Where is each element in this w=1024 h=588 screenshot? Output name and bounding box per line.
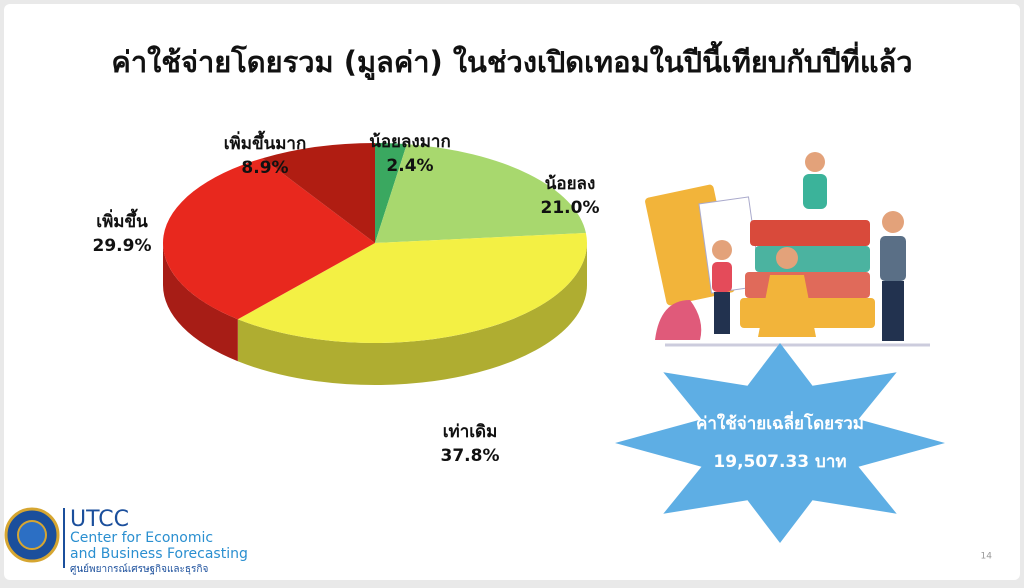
slice-value-label: 29.9% — [93, 236, 152, 256]
slice-label: เพิ่มขึ้น — [96, 208, 148, 232]
slice-side — [163, 243, 238, 362]
pie-slice — [262, 143, 375, 243]
pie-slice — [375, 144, 586, 243]
logo-name: UTCC — [70, 507, 129, 532]
callout-star — [615, 343, 945, 543]
slice-value-label: 21.0% — [541, 198, 600, 218]
chart-title: ค่าใช้จ่ายโดยรวม (มูลค่า) ในช่วงเปิดเทอม… — [111, 40, 912, 80]
pie-slice — [162, 158, 375, 320]
slice-label: น้อยลง — [545, 174, 596, 194]
slice-label: น้อยลงมาก — [369, 132, 451, 152]
pie-slice — [237, 232, 587, 344]
callout-title: ค่าใช้จ่ายเฉลี่ยโดยรวม — [696, 411, 864, 434]
illustration — [645, 152, 930, 347]
slice-value-label: 2.4% — [386, 156, 433, 176]
slice-side — [237, 243, 587, 385]
logo-line: Center for Economic — [70, 530, 213, 546]
logo: UTCC Center for Economic and Business Fo… — [4, 507, 248, 575]
slice-label: เพิ่มขึ้นมาก — [224, 130, 307, 154]
pie-chart: น้อยลงมาก 2.4% น้อยลง 21.0% เท่าเดิม 37.8% เพิ… — [93, 130, 600, 466]
page-number: 14 — [981, 552, 993, 562]
callout-value: 19,507.33 บาท — [713, 452, 846, 472]
logo-line: and Business Forecasting — [70, 546, 248, 562]
slice-value-label: 37.8% — [441, 446, 500, 466]
slice-label: เท่าเดิม — [443, 422, 498, 442]
logo-line: ศูนย์พยากรณ์เศรษฐกิจและธุรกิจ — [70, 563, 208, 575]
pie-slice — [375, 143, 407, 243]
slice-value-label: 8.9% — [241, 158, 288, 178]
